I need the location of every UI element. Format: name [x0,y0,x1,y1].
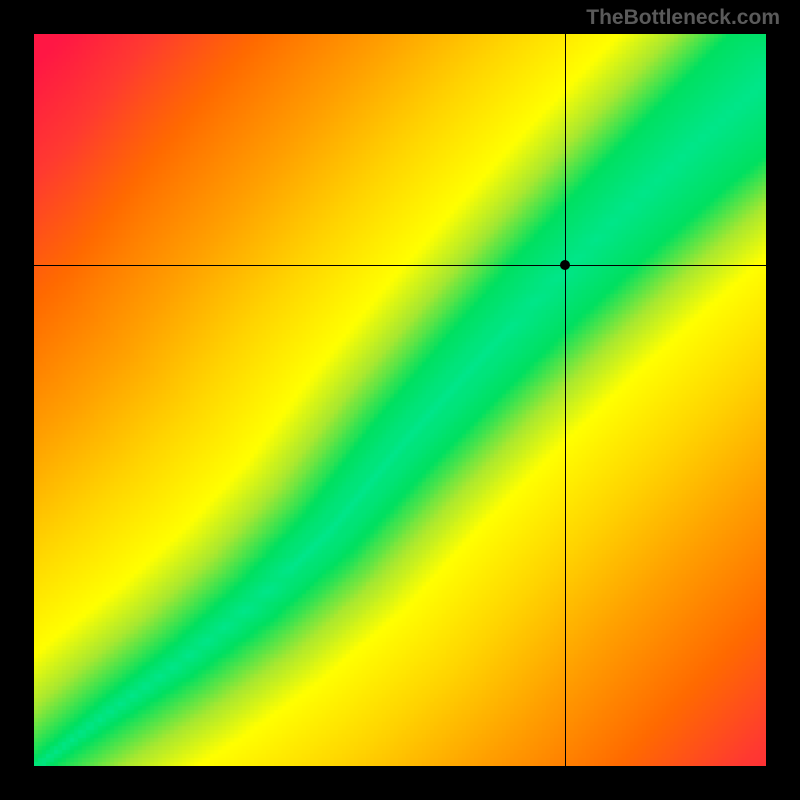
heatmap-plot [34,34,766,766]
crosshair-vertical [565,34,566,766]
heatmap-canvas [34,34,766,766]
crosshair-horizontal [34,265,766,266]
crosshair-marker [560,260,570,270]
watermark-text: TheBottleneck.com [586,6,780,30]
